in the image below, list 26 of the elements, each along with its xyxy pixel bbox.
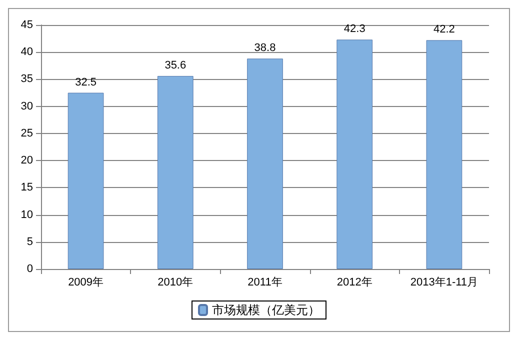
bar (68, 92, 104, 269)
y-tick-label: 0 (26, 263, 33, 275)
y-tick-label: 25 (20, 127, 33, 140)
y-tick-label: 20 (20, 154, 33, 167)
y-tick-label: 10 (20, 208, 33, 221)
x-tick-label: 2011年 (248, 276, 282, 288)
data-label: 42.2 (433, 24, 455, 36)
y-tick-label: 30 (20, 100, 33, 112)
x-tick-label: 2010年 (158, 276, 194, 288)
data-label: 35.6 (164, 59, 186, 72)
y-tick-label: 40 (20, 46, 33, 58)
x-tick-label: 2012年 (336, 276, 372, 288)
y-tick-label: 5 (26, 236, 33, 248)
bar (247, 58, 283, 269)
x-tick-label: 2009年 (68, 276, 104, 288)
bar (426, 40, 462, 269)
data-label: 42.3 (344, 23, 366, 36)
y-tick-label: 35 (20, 73, 33, 86)
data-label: 32.5 (75, 76, 97, 88)
y-tick-label: 45 (20, 19, 33, 31)
bar (336, 40, 373, 269)
x-tick-label: 2013年1-11月 (410, 276, 478, 288)
data-label: 38.8 (254, 42, 276, 54)
legend-label: 市场规模（亿美元） (212, 303, 320, 317)
y-tick-label: 15 (20, 182, 33, 194)
bar (157, 76, 194, 269)
